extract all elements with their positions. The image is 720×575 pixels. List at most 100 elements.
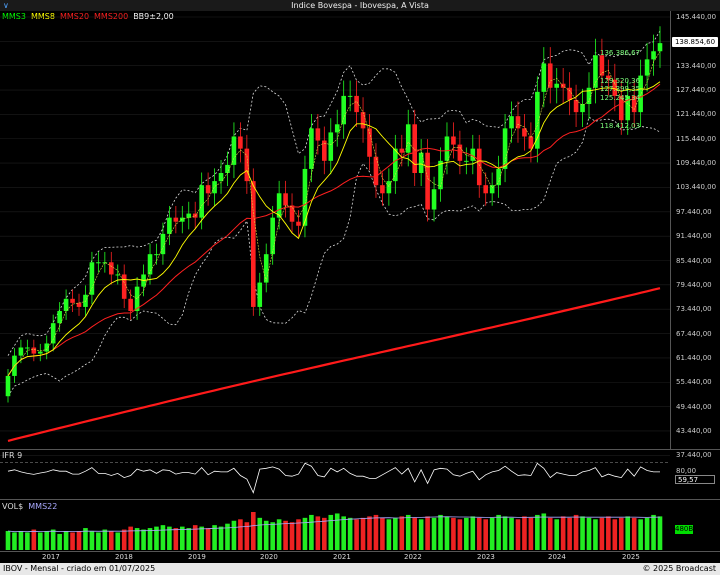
volume-bar: [50, 529, 56, 550]
price-tick-label: 103.440,00: [676, 183, 717, 192]
candle-body: [238, 136, 243, 149]
candle-body: [218, 173, 224, 182]
candle-body: [476, 148, 482, 186]
time-tick-label: 2024: [548, 553, 566, 561]
candle-body: [547, 63, 553, 88]
volume-bar: [192, 525, 198, 550]
volume-bar: [76, 531, 82, 550]
candle-body: [102, 262, 108, 264]
time-tick-label: 2018: [115, 553, 133, 561]
price-tick-label: 145.440,00: [676, 13, 717, 21]
candle-body: [63, 298, 69, 311]
volume-bar: [476, 517, 482, 550]
time-tick-label: 2019: [188, 553, 206, 561]
volume-bar: [128, 526, 133, 550]
volume-bar: [560, 516, 566, 550]
candle-body: [18, 347, 24, 356]
volume-bar: [225, 523, 230, 550]
candle-body: [367, 128, 372, 157]
volume-bar: [167, 526, 172, 550]
candle-body: [457, 144, 463, 161]
price-tick-label: 55.440,00: [676, 378, 712, 387]
volume-bar: [147, 528, 153, 550]
volume-bar: [367, 516, 372, 550]
panel-separator: [0, 499, 720, 500]
chart-legend: MMS3 MMS8 MMS20 MMS200 BB9±2,00: [2, 12, 179, 21]
candle-body: [212, 181, 217, 194]
candle-body: [199, 185, 204, 218]
ifr-level-label: 80,00: [676, 467, 697, 475]
volume-bar: [134, 528, 140, 550]
volume-value-badge: 480B: [675, 525, 694, 534]
candle-body: [76, 302, 82, 307]
candle-body: [309, 128, 314, 169]
candle-body: [315, 128, 321, 141]
candle-body: [438, 160, 443, 190]
volume-bar: [160, 525, 166, 550]
mms200-line: [7, 287, 661, 442]
candle-body: [334, 124, 340, 133]
legend-item-2: MMS20: [59, 12, 90, 21]
candle-body: [612, 79, 618, 96]
chevron-down-icon[interactable]: ∨: [3, 1, 9, 10]
volume-bar: [573, 514, 579, 550]
current-price-badge: 138.854,60: [672, 37, 718, 47]
price-annotation: 127.399,35: [600, 85, 641, 94]
candle-body: [444, 136, 450, 161]
candle-body: [173, 217, 179, 222]
volume-bar: [618, 517, 624, 550]
bollinger-lower: [7, 116, 661, 397]
volume-bar: [651, 514, 656, 550]
volume-ma-line: [7, 516, 661, 533]
candle-body: [593, 55, 598, 88]
candle-body: [147, 254, 153, 275]
price-tick-label: 127.440,00: [676, 86, 717, 95]
ifr-line: [7, 462, 660, 494]
volume-bar: [451, 517, 456, 550]
volume-bar: [347, 517, 353, 550]
legend-item-0: MMS3: [2, 12, 26, 21]
volume-bar: [612, 519, 618, 550]
volume-label: VOL$ MMS22: [2, 502, 58, 511]
volume-bar: [438, 514, 443, 550]
volume-bar: [354, 519, 359, 550]
candle-body: [57, 310, 62, 324]
window-title-bar: ∨ Indice Bovespa - Ibovespa, A Vista: [0, 0, 720, 11]
volume-bar: [205, 528, 211, 550]
candle-body: [412, 124, 417, 174]
candle-body: [386, 181, 392, 194]
volume-bar: [334, 513, 340, 550]
volume-bar: [231, 520, 237, 550]
volume-bar: [418, 519, 424, 550]
legend-item-1: MMS8: [30, 12, 55, 21]
candle-body: [192, 213, 198, 218]
candle-body: [657, 43, 663, 52]
volume-bar: [405, 514, 411, 550]
volume-bar: [63, 531, 69, 550]
volume-bar: [141, 529, 146, 550]
volume-bar: [289, 522, 295, 550]
candle-body: [96, 262, 101, 264]
candle-body: [270, 217, 275, 255]
mms20-line: [7, 83, 661, 377]
candle-body: [528, 136, 534, 149]
volume-bar: [380, 517, 385, 550]
price-tick-label: 109.440,00: [676, 159, 717, 168]
time-tick-label: 2020: [260, 553, 278, 561]
price-tick-label: 133.440,00: [676, 61, 717, 70]
volume-bar: [212, 525, 217, 550]
ifr-value-badge: 59,57: [675, 475, 715, 484]
volume-bar: [18, 531, 24, 550]
volume-bar: [399, 516, 405, 550]
volume-bar: [186, 528, 192, 550]
volume-bar: [44, 531, 50, 550]
candle-body: [44, 343, 50, 352]
volume-bar: [121, 529, 127, 550]
candle-body: [50, 323, 56, 344]
volume-bar: [238, 519, 243, 550]
candle-body: [638, 75, 643, 113]
candle-body: [405, 124, 411, 153]
candle-body: [25, 347, 30, 349]
candle-body: [502, 128, 508, 169]
candle-body: [328, 132, 334, 161]
